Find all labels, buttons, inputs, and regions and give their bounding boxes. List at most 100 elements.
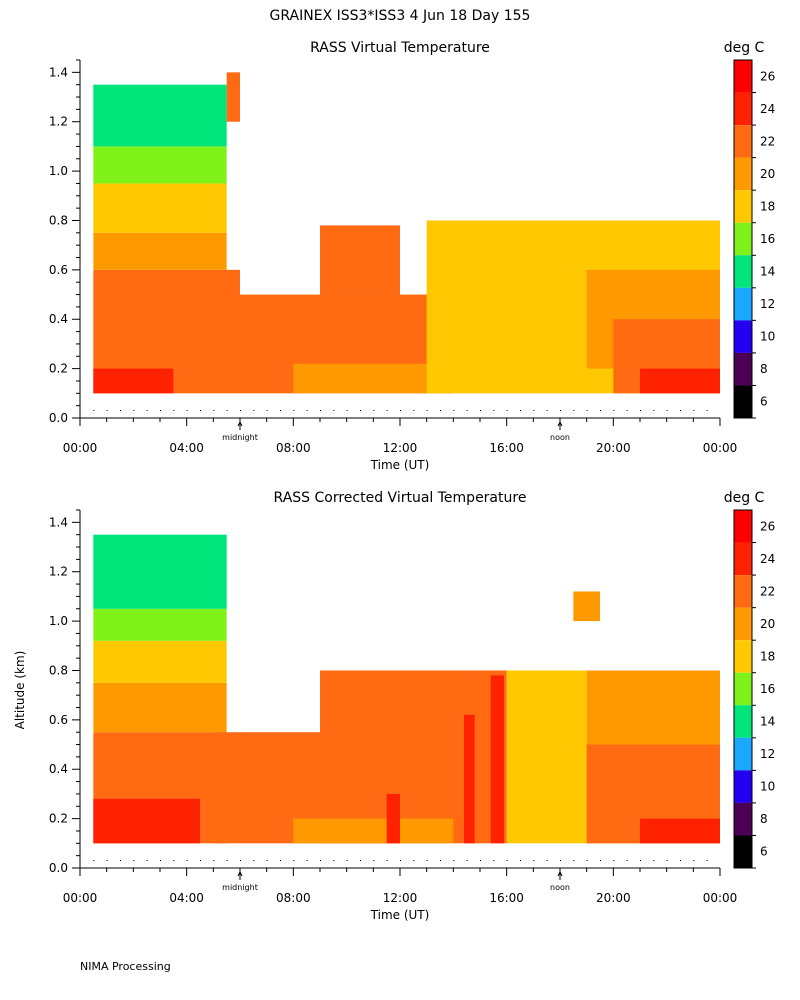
heatmap-cell bbox=[573, 591, 600, 622]
colorbar-tick-label: 10 bbox=[760, 780, 775, 794]
heatmap-cell bbox=[93, 640, 227, 683]
x-tick-label: 04:00 bbox=[169, 441, 204, 455]
gate-dot bbox=[520, 410, 521, 411]
gate-dot bbox=[213, 860, 215, 861]
y-axis-label: Altitude (km) bbox=[13, 651, 27, 730]
gate-dot bbox=[466, 410, 468, 411]
colorbar-swatch bbox=[734, 672, 752, 706]
colorbar-label: deg C bbox=[724, 490, 765, 506]
gate-dot bbox=[493, 860, 495, 861]
colorbar-tick-label: 26 bbox=[760, 519, 775, 533]
colorbar-swatch bbox=[734, 60, 752, 93]
gate-dot bbox=[386, 410, 388, 411]
colorbar-tick-label: 8 bbox=[760, 362, 768, 376]
panel-title: RASS Virtual Temperature bbox=[310, 40, 490, 56]
colorbar-tick-label: 16 bbox=[760, 682, 775, 696]
y-tick-label: 1.4 bbox=[49, 65, 68, 79]
heatmap-cell bbox=[93, 84, 227, 147]
gate-dot bbox=[146, 410, 148, 411]
gate-dot bbox=[400, 860, 401, 861]
heatmap-cell bbox=[490, 675, 504, 844]
gate-dot bbox=[240, 410, 241, 411]
gate-dot bbox=[506, 410, 508, 411]
y-tick-label: 0.2 bbox=[49, 362, 68, 376]
gate-dot bbox=[133, 410, 135, 411]
gate-dot bbox=[360, 410, 361, 411]
page-title: GRAINEX ISS3*ISS3 4 Jun 18 Day 155 bbox=[270, 8, 531, 24]
gate-dot bbox=[186, 410, 188, 411]
x-tick-label: 16:00 bbox=[489, 891, 524, 905]
gate-dot bbox=[546, 860, 548, 861]
gate-dot bbox=[600, 410, 601, 411]
x-tick-label: 00:00 bbox=[63, 441, 98, 455]
gate-dot bbox=[93, 860, 95, 861]
colorbar-swatch bbox=[734, 542, 752, 576]
gate-dot bbox=[613, 410, 615, 411]
gate-dot bbox=[693, 860, 695, 861]
gate-dot bbox=[533, 860, 535, 861]
gate-dot bbox=[666, 410, 668, 411]
colorbar-tick-label: 18 bbox=[760, 649, 775, 663]
gate-dot bbox=[706, 410, 708, 411]
gate-dot bbox=[120, 860, 121, 861]
gate-dot bbox=[373, 410, 375, 411]
marker-arrow bbox=[237, 870, 243, 877]
gate-dot bbox=[306, 410, 308, 411]
x-tick-label: 00:00 bbox=[703, 891, 738, 905]
gate-dot bbox=[440, 410, 441, 411]
colorbar-label: deg C bbox=[724, 40, 765, 56]
gate-dot bbox=[560, 410, 561, 411]
gate-dot bbox=[93, 410, 95, 411]
y-tick-label: 1.2 bbox=[49, 565, 68, 579]
gate-dot bbox=[400, 410, 401, 411]
gate-dot bbox=[200, 410, 201, 411]
colorbar-tick-label: 14 bbox=[760, 715, 775, 729]
panel-title: RASS Corrected Virtual Temperature bbox=[274, 490, 527, 506]
gate-dot bbox=[426, 860, 428, 861]
heatmap-cell bbox=[93, 232, 227, 270]
gate-dot bbox=[293, 410, 295, 411]
gate-dot bbox=[213, 410, 215, 411]
gate-dot bbox=[693, 410, 695, 411]
colorbar-swatch bbox=[734, 287, 752, 321]
x-axis-label: Time (UT) bbox=[370, 908, 430, 922]
colorbar-swatch bbox=[734, 320, 752, 353]
x-tick-label: 12:00 bbox=[383, 441, 418, 455]
x-tick-label: 12:00 bbox=[383, 891, 418, 905]
marker-label: noon bbox=[550, 883, 570, 892]
colorbar-tick-label: 22 bbox=[760, 584, 775, 598]
x-tick-label: 08:00 bbox=[276, 441, 311, 455]
gate-dot bbox=[266, 410, 268, 411]
y-tick-label: 0.8 bbox=[49, 213, 68, 227]
gate-dot bbox=[173, 860, 175, 861]
colorbar-swatch bbox=[734, 190, 752, 223]
gate-dot bbox=[573, 860, 575, 861]
gate-dot bbox=[120, 410, 121, 411]
colorbar-tick-label: 18 bbox=[760, 199, 775, 213]
gate-dot bbox=[253, 410, 255, 411]
gate-dot bbox=[426, 410, 428, 411]
gate-dot bbox=[440, 860, 441, 861]
gate-dot bbox=[333, 860, 335, 861]
gate-dot bbox=[413, 860, 415, 861]
colorbar-tick-label: 10 bbox=[760, 330, 775, 344]
y-tick-label: 1.0 bbox=[49, 164, 68, 178]
footer-text: NIMA Processing bbox=[80, 960, 171, 973]
marker-label: midnight bbox=[222, 433, 258, 442]
y-tick-label: 0.4 bbox=[49, 312, 68, 326]
y-tick-label: 0.0 bbox=[49, 411, 68, 425]
colorbar-tick-label: 12 bbox=[760, 297, 775, 311]
gate-dot bbox=[266, 860, 268, 861]
y-tick-label: 0.8 bbox=[49, 663, 68, 677]
colorbar-tick-label: 6 bbox=[760, 395, 768, 409]
gate-dot bbox=[200, 860, 201, 861]
gate-dot bbox=[293, 860, 295, 861]
gate-dot bbox=[480, 410, 481, 411]
heatmap-cell bbox=[93, 183, 227, 233]
colorbar-frame bbox=[733, 509, 753, 869]
gate-dot bbox=[573, 410, 575, 411]
gate-dot bbox=[133, 860, 135, 861]
heatmap-cell bbox=[93, 682, 227, 733]
colorbar-tick-label: 8 bbox=[760, 812, 768, 826]
colorbar-swatch bbox=[734, 222, 752, 256]
